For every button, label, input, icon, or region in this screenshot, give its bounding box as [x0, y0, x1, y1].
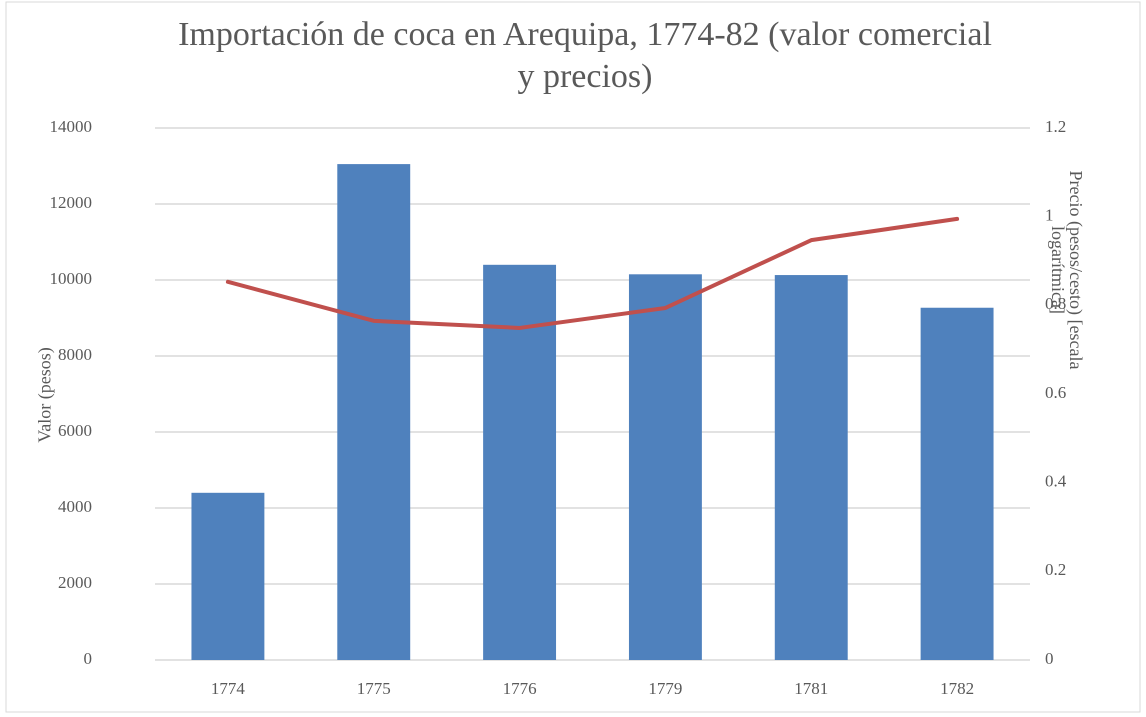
bar	[774, 275, 848, 660]
bar	[920, 307, 994, 660]
line	[225, 216, 960, 330]
bar	[628, 274, 702, 660]
x-tick-label: 1775	[357, 679, 391, 698]
bar	[337, 164, 411, 660]
y2-tick-label: 0.6	[1045, 383, 1066, 402]
y-tick-label: 4000	[58, 497, 92, 516]
frame	[5, 1, 1141, 713]
y2-tick-label: 0	[1045, 649, 1054, 668]
y-tick-label: 10000	[50, 269, 93, 288]
x-tick-label: 1774	[211, 679, 246, 698]
y-tick-label: 8000	[58, 345, 92, 364]
y-tick-label: 14000	[50, 117, 93, 136]
y-tick-label: 6000	[58, 421, 92, 440]
y-tick-label: 0	[84, 649, 93, 668]
bar	[483, 264, 557, 660]
chart-title: Importación de coca en Arequipa, 1774-82…	[178, 16, 992, 95]
y2-tick-label: 0.8	[1045, 294, 1066, 313]
y-tick-label: 2000	[58, 573, 92, 592]
x-tick-label: 1781	[794, 679, 828, 698]
y-tick-label: 12000	[50, 193, 93, 212]
y2-tick-label: 1.2	[1045, 117, 1066, 136]
x-tick-label: 1779	[648, 679, 682, 698]
x-tick-label: 1782	[940, 679, 974, 698]
y2-tick-label: 1	[1045, 206, 1054, 225]
x-tick-label: 1776	[503, 679, 537, 698]
bar	[191, 492, 265, 660]
y-axis-label: Valor (pesos)	[34, 347, 55, 443]
y2-tick-label: 0.4	[1045, 472, 1067, 491]
y2-tick-label: 0.2	[1045, 560, 1066, 579]
y2-axis-label: Precio (pesos/cesto) [escala logarítmica…	[1048, 170, 1086, 370]
